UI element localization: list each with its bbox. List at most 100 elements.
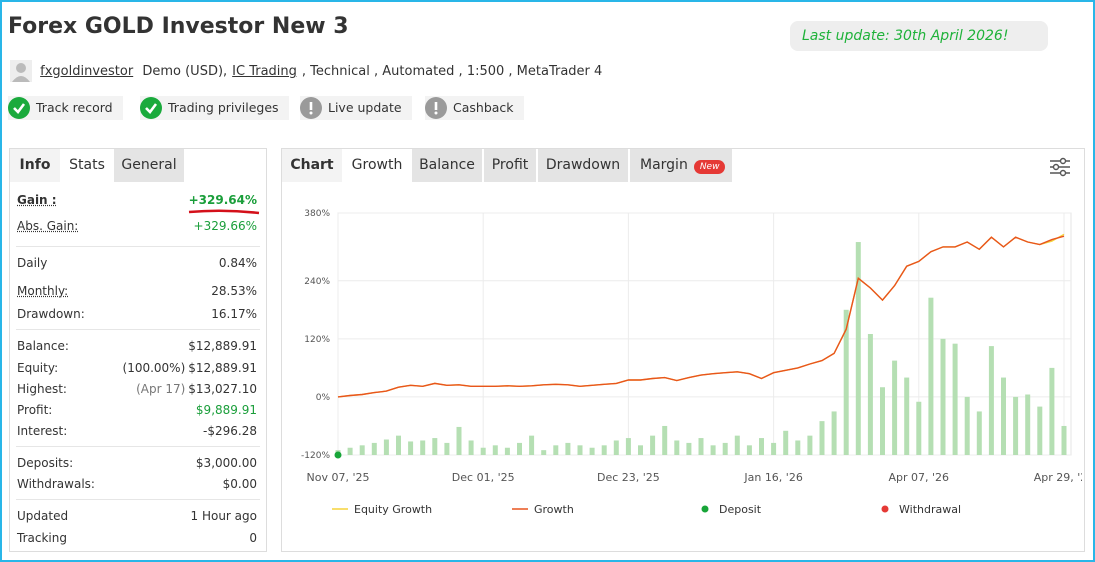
- bar: [916, 401, 922, 455]
- bar: [444, 442, 450, 455]
- stat-label: Balance:: [17, 339, 69, 353]
- stat-row: Interest: -$296.28: [17, 424, 257, 444]
- bar: [396, 435, 401, 455]
- broker-link[interactable]: IC Trading: [232, 63, 297, 79]
- badge: Cashback: [425, 96, 524, 120]
- stat-value-wrap: 16.17%: [211, 307, 257, 321]
- legend-label: Deposit: [719, 503, 762, 516]
- bar: [746, 445, 752, 455]
- stat-value-wrap: (100.00%) $12,889.91: [123, 361, 257, 375]
- x-tick-label: Apr 29, '26: [1034, 471, 1082, 484]
- line: [337, 235, 1065, 398]
- bar: [625, 438, 631, 455]
- stat-row: Balance: $12,889.91: [17, 339, 257, 359]
- bar: [456, 426, 462, 455]
- chart-tab[interactable]: Balance: [412, 149, 482, 182]
- badge-label: Live update: [328, 100, 402, 115]
- stat-value: 1 Hour ago: [190, 509, 257, 523]
- plot-area: [337, 212, 1072, 456]
- bar: [867, 334, 873, 455]
- bar: [686, 442, 692, 455]
- bar: [698, 438, 704, 455]
- bar: [1025, 394, 1031, 455]
- badge-label: Trading privileges: [168, 100, 279, 115]
- chart-tab[interactable]: Margin New: [630, 149, 732, 182]
- stat-value: 16.17%: [211, 307, 257, 321]
- bar: [1037, 406, 1043, 455]
- bar: [771, 442, 777, 455]
- stat-value-wrap: 1 Hour ago: [191, 509, 257, 523]
- legend-marker: [701, 505, 709, 513]
- bar: [371, 442, 377, 455]
- chart-tab[interactable]: Drawdown: [538, 149, 628, 182]
- y-tick-label: 240%: [304, 277, 330, 287]
- bar: [1001, 377, 1006, 455]
- stat-value: +329.66%: [193, 219, 257, 233]
- chart-tab[interactable]: Profit: [484, 149, 536, 182]
- stat-value-wrap: $0.00: [223, 477, 257, 491]
- stat-value-wrap: 0.84%: [219, 256, 257, 270]
- x-tick-label: Dec 01, '25: [452, 471, 515, 484]
- y-tick-label: 120%: [304, 335, 330, 345]
- bar: [541, 450, 547, 455]
- chart-label: Chart: [282, 149, 342, 182]
- stats-tab[interactable]: Info: [10, 149, 60, 182]
- bar: [601, 445, 607, 455]
- stat-label: Withdrawals:: [17, 477, 95, 491]
- bar: [480, 447, 486, 455]
- chart-panel: Chart Growth Balance Profit Drawdown Margin Ne…: [281, 148, 1085, 552]
- stat-label: Highest:: [17, 382, 67, 396]
- chart-tab[interactable]: Growth: [344, 149, 410, 182]
- stats-tab[interactable]: Stats: [60, 149, 114, 182]
- stat-row: Profit: $9,889.91: [17, 403, 257, 423]
- last-update: Last update: 30th April 2026!: [790, 21, 1048, 51]
- new-badge: New: [693, 160, 726, 174]
- y-tick-label: 380%: [304, 209, 330, 219]
- deposit-marker: [334, 451, 342, 459]
- stat-label: Interest:: [17, 424, 68, 438]
- stat-value: 0.84%: [218, 256, 257, 270]
- separator: [16, 446, 260, 447]
- stats-tab[interactable]: General: [114, 149, 184, 182]
- stat-row: Tracking 0: [17, 531, 257, 551]
- stat-label: Daily: [17, 256, 48, 270]
- bar: [553, 445, 559, 455]
- stat-label: Equity:: [17, 361, 59, 375]
- bar: [1013, 396, 1019, 455]
- bar: [734, 435, 740, 455]
- separator: [16, 329, 260, 330]
- bar: [855, 242, 861, 455]
- bar: [662, 425, 668, 455]
- bar: [359, 445, 365, 455]
- bar: [964, 396, 970, 455]
- bar: [843, 309, 849, 455]
- bar: [674, 440, 680, 455]
- stat-value: $12,889.91: [188, 339, 257, 353]
- bar: [504, 447, 510, 455]
- bar: [952, 343, 958, 455]
- user-line: fxgoldinvestor Demo (USD), IC Trading, Te…: [10, 60, 607, 82]
- bar: [783, 430, 789, 455]
- bar: [710, 445, 716, 455]
- stat-value: $0.00: [222, 477, 257, 491]
- stat-row: Updated 1 Hour ago: [17, 509, 257, 529]
- y-tick-label: -120%: [301, 451, 330, 461]
- x-tick-label: Apr 07, '26: [889, 471, 950, 484]
- user-link[interactable]: fxgoldinvestor: [40, 63, 134, 79]
- settings-icon[interactable]: [1048, 157, 1072, 177]
- highlight-underline: [188, 209, 260, 215]
- stat-label: Monthly:: [17, 284, 69, 298]
- bar: [880, 387, 885, 455]
- bar: [892, 360, 898, 455]
- bar: [795, 440, 801, 455]
- stat-label: Updated: [17, 509, 69, 523]
- bar: [1049, 367, 1055, 455]
- badge: Track record: [8, 96, 123, 120]
- stat-note: (100.00%): [122, 361, 186, 375]
- bar: [988, 346, 994, 455]
- stat-row: Highest: (Apr 17) $13,027.10: [17, 382, 257, 402]
- bar: [492, 445, 498, 455]
- badge-icon: [8, 97, 30, 119]
- bar: [819, 421, 825, 455]
